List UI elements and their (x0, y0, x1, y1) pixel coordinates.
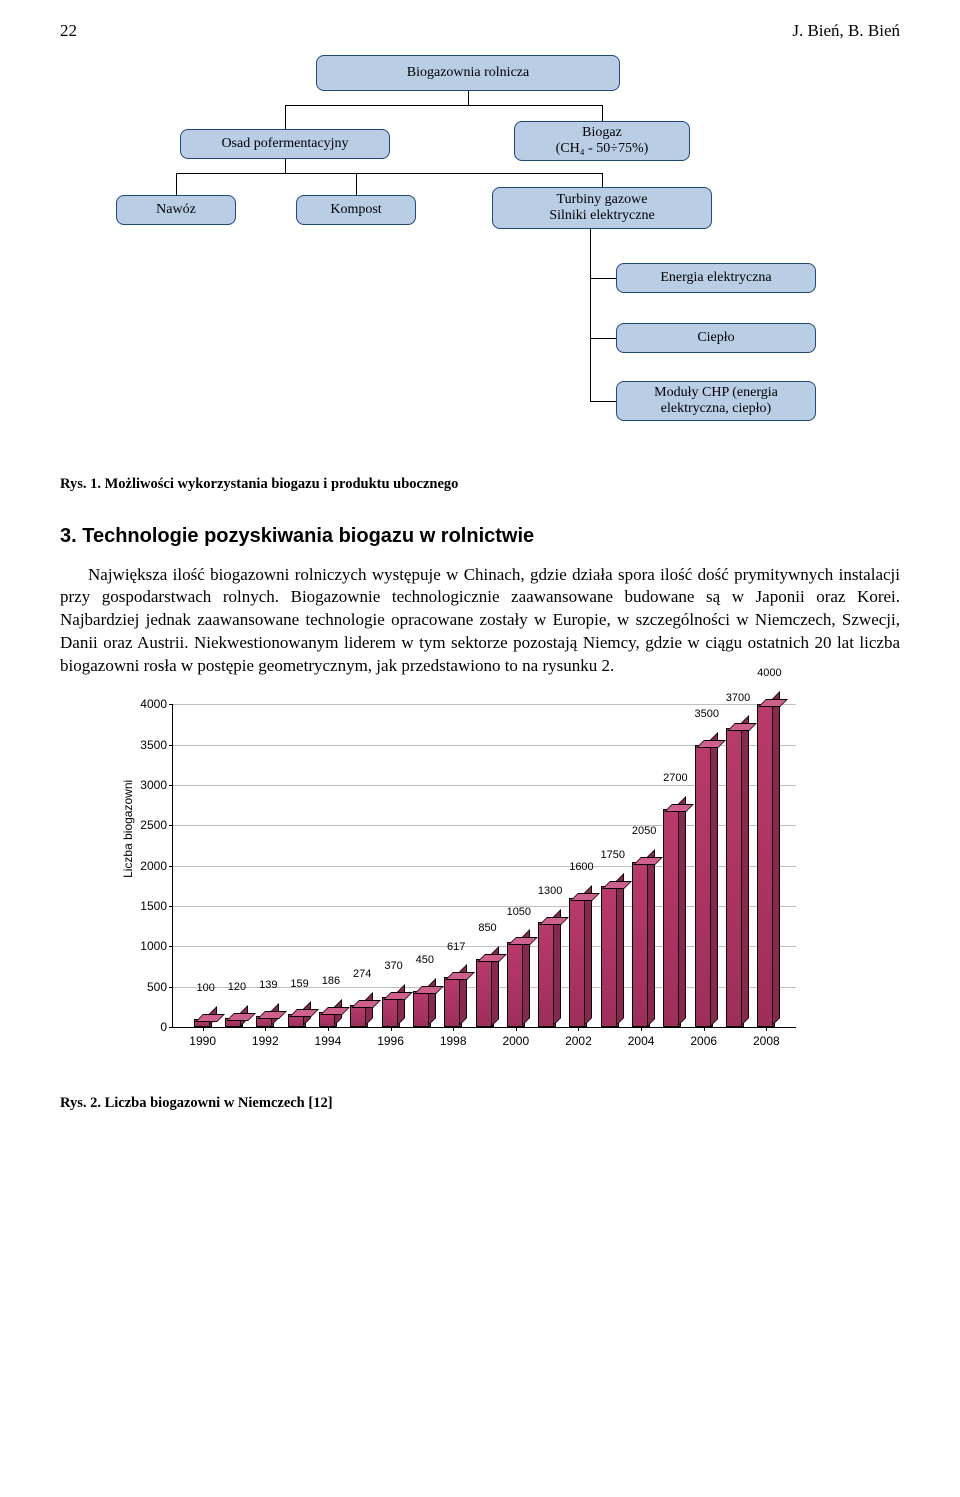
flowchart-connector (285, 105, 286, 129)
chart-bar-label: 1600 (569, 860, 593, 875)
chart-xtick-label: 1992 (252, 1027, 279, 1049)
running-head: J. Bień, B. Bień (792, 20, 900, 43)
chart-bar (256, 1016, 274, 1027)
chart-ytick-label: 3500 (140, 736, 173, 752)
page-header: 22 J. Bień, B. Bień (60, 20, 900, 43)
flowchart-connector (285, 159, 286, 173)
chart-bar-label: 3500 (694, 707, 718, 722)
flowchart-node-cieplo: Ciepło (616, 323, 816, 353)
chart-ytick-label: 2500 (140, 817, 173, 833)
chart-bar (632, 862, 650, 1028)
chart-bar-label: 120 (228, 980, 246, 995)
chart-bar-label: 186 (322, 974, 340, 989)
chart-bar-label: 370 (384, 960, 402, 975)
chart-bar (757, 704, 775, 1027)
flowchart-node-turbiny: Turbiny gazoweSilniki elektryczne (492, 187, 712, 229)
chart-bar-label: 1750 (601, 848, 625, 863)
flowchart-node-biogaz: Biogaz(CH₄ - 50÷75%) (514, 121, 690, 161)
chart-bar-label: 617 (447, 940, 465, 955)
chart-xtick-label: 2002 (565, 1027, 592, 1049)
chart-ytick-label: 0 (160, 1019, 173, 1035)
chart-gridline (173, 704, 796, 705)
flowchart-node-nawoz: Nawóz (116, 195, 236, 225)
chart-xtick-label: 2000 (502, 1027, 529, 1049)
chart-ytick-label: 500 (147, 979, 173, 995)
flowchart-node-root: Biogazownia rolnicza (316, 55, 620, 91)
chart-bar (476, 959, 494, 1028)
chart-bar (350, 1005, 368, 1027)
page-number: 22 (60, 20, 77, 43)
flowchart-connector (285, 105, 602, 106)
chart-bar (444, 977, 462, 1027)
chart-bar (225, 1018, 243, 1028)
chart-bar (194, 1019, 212, 1027)
flowchart-connector (590, 278, 616, 279)
chart-xtick-label: 1998 (440, 1027, 467, 1049)
flowchart-node-moduly: Moduły CHP (energia elektryczna, ciepło) (616, 381, 816, 421)
chart-bar (569, 898, 587, 1027)
chart-ytick-label: 2000 (140, 858, 173, 874)
chart-ytick-label: 1000 (140, 938, 173, 954)
chart-bar-label: 1300 (538, 885, 562, 900)
chart-bar-label: 450 (416, 953, 434, 968)
chart-bar-label: 2700 (663, 771, 687, 786)
chart-bar (726, 728, 744, 1027)
section-heading: 3. Technologie pozyskiwania biogazu w ro… (60, 523, 900, 550)
chart-bar (413, 991, 431, 1027)
chart-bar-label: 3700 (726, 691, 750, 706)
chart-bar-label: 2050 (632, 824, 656, 839)
chart-bar-label: 4000 (757, 667, 781, 682)
flowchart-connector (590, 338, 616, 339)
chart-xtick-label: 2008 (753, 1027, 780, 1049)
chart-bar-label: 100 (196, 981, 214, 996)
chart-bar-label: 159 (290, 977, 308, 992)
flowchart-diagram: Biogazownia rolnicza Osad pofermentacyjny… (60, 55, 900, 455)
figure-2-caption: Rys. 2. Liczba biogazowni w Niemczech [1… (60, 1094, 900, 1114)
chart-bar (507, 942, 525, 1027)
bar-chart: Liczba biogazowni 0 500 1000 1500 2000 2500 30… (116, 696, 816, 1076)
flowchart-connector (468, 91, 469, 105)
flowchart-connector (590, 401, 616, 402)
flowchart-connector (602, 105, 603, 121)
chart-bar (695, 745, 713, 1028)
flowchart-connector (590, 229, 591, 401)
chart-xtick-label: 1994 (315, 1027, 342, 1049)
bar-chart-container: Liczba biogazowni 0 500 1000 1500 2000 2500 30… (116, 696, 900, 1076)
chart-xtick-label: 2006 (690, 1027, 717, 1049)
chart-ytick-label: 3000 (140, 777, 173, 793)
chart-ytick-label: 4000 (140, 696, 173, 712)
chart-ytick-label: 1500 (140, 898, 173, 914)
chart-bar-label: 274 (353, 967, 371, 982)
flowchart-connector (176, 173, 177, 195)
chart-plot-area: 0500100015002000250030003500400010012013… (172, 704, 796, 1028)
chart-xtick-label: 2004 (628, 1027, 655, 1049)
chart-bar (382, 997, 400, 1027)
figure-1-caption: Rys. 1. Możliwości wykorzystania biogazu… (60, 475, 900, 495)
chart-bar (538, 922, 556, 1027)
chart-xtick-label: 1996 (377, 1027, 404, 1049)
flowchart-connector (176, 173, 603, 174)
flowchart-node-kompost: Kompost (296, 195, 416, 225)
flowchart-node-osad: Osad pofermentacyjny (180, 129, 390, 159)
flowchart-connector (356, 173, 357, 195)
chart-bar (601, 886, 619, 1027)
body-paragraph: Największa ilość biogazowni rolniczych w… (60, 564, 900, 679)
chart-xtick-label: 1990 (189, 1027, 216, 1049)
chart-bar (319, 1012, 337, 1027)
flowchart-connector (602, 173, 603, 187)
chart-bar-label: 850 (478, 921, 496, 936)
flowchart-node-energia: Energia elektryczna (616, 263, 816, 293)
chart-bar-label: 139 (259, 978, 277, 993)
chart-bar-label: 1050 (507, 905, 531, 920)
chart-bar (288, 1014, 306, 1027)
chart-y-axis-label: Liczba biogazowni (120, 780, 136, 878)
chart-bar (663, 809, 681, 1027)
